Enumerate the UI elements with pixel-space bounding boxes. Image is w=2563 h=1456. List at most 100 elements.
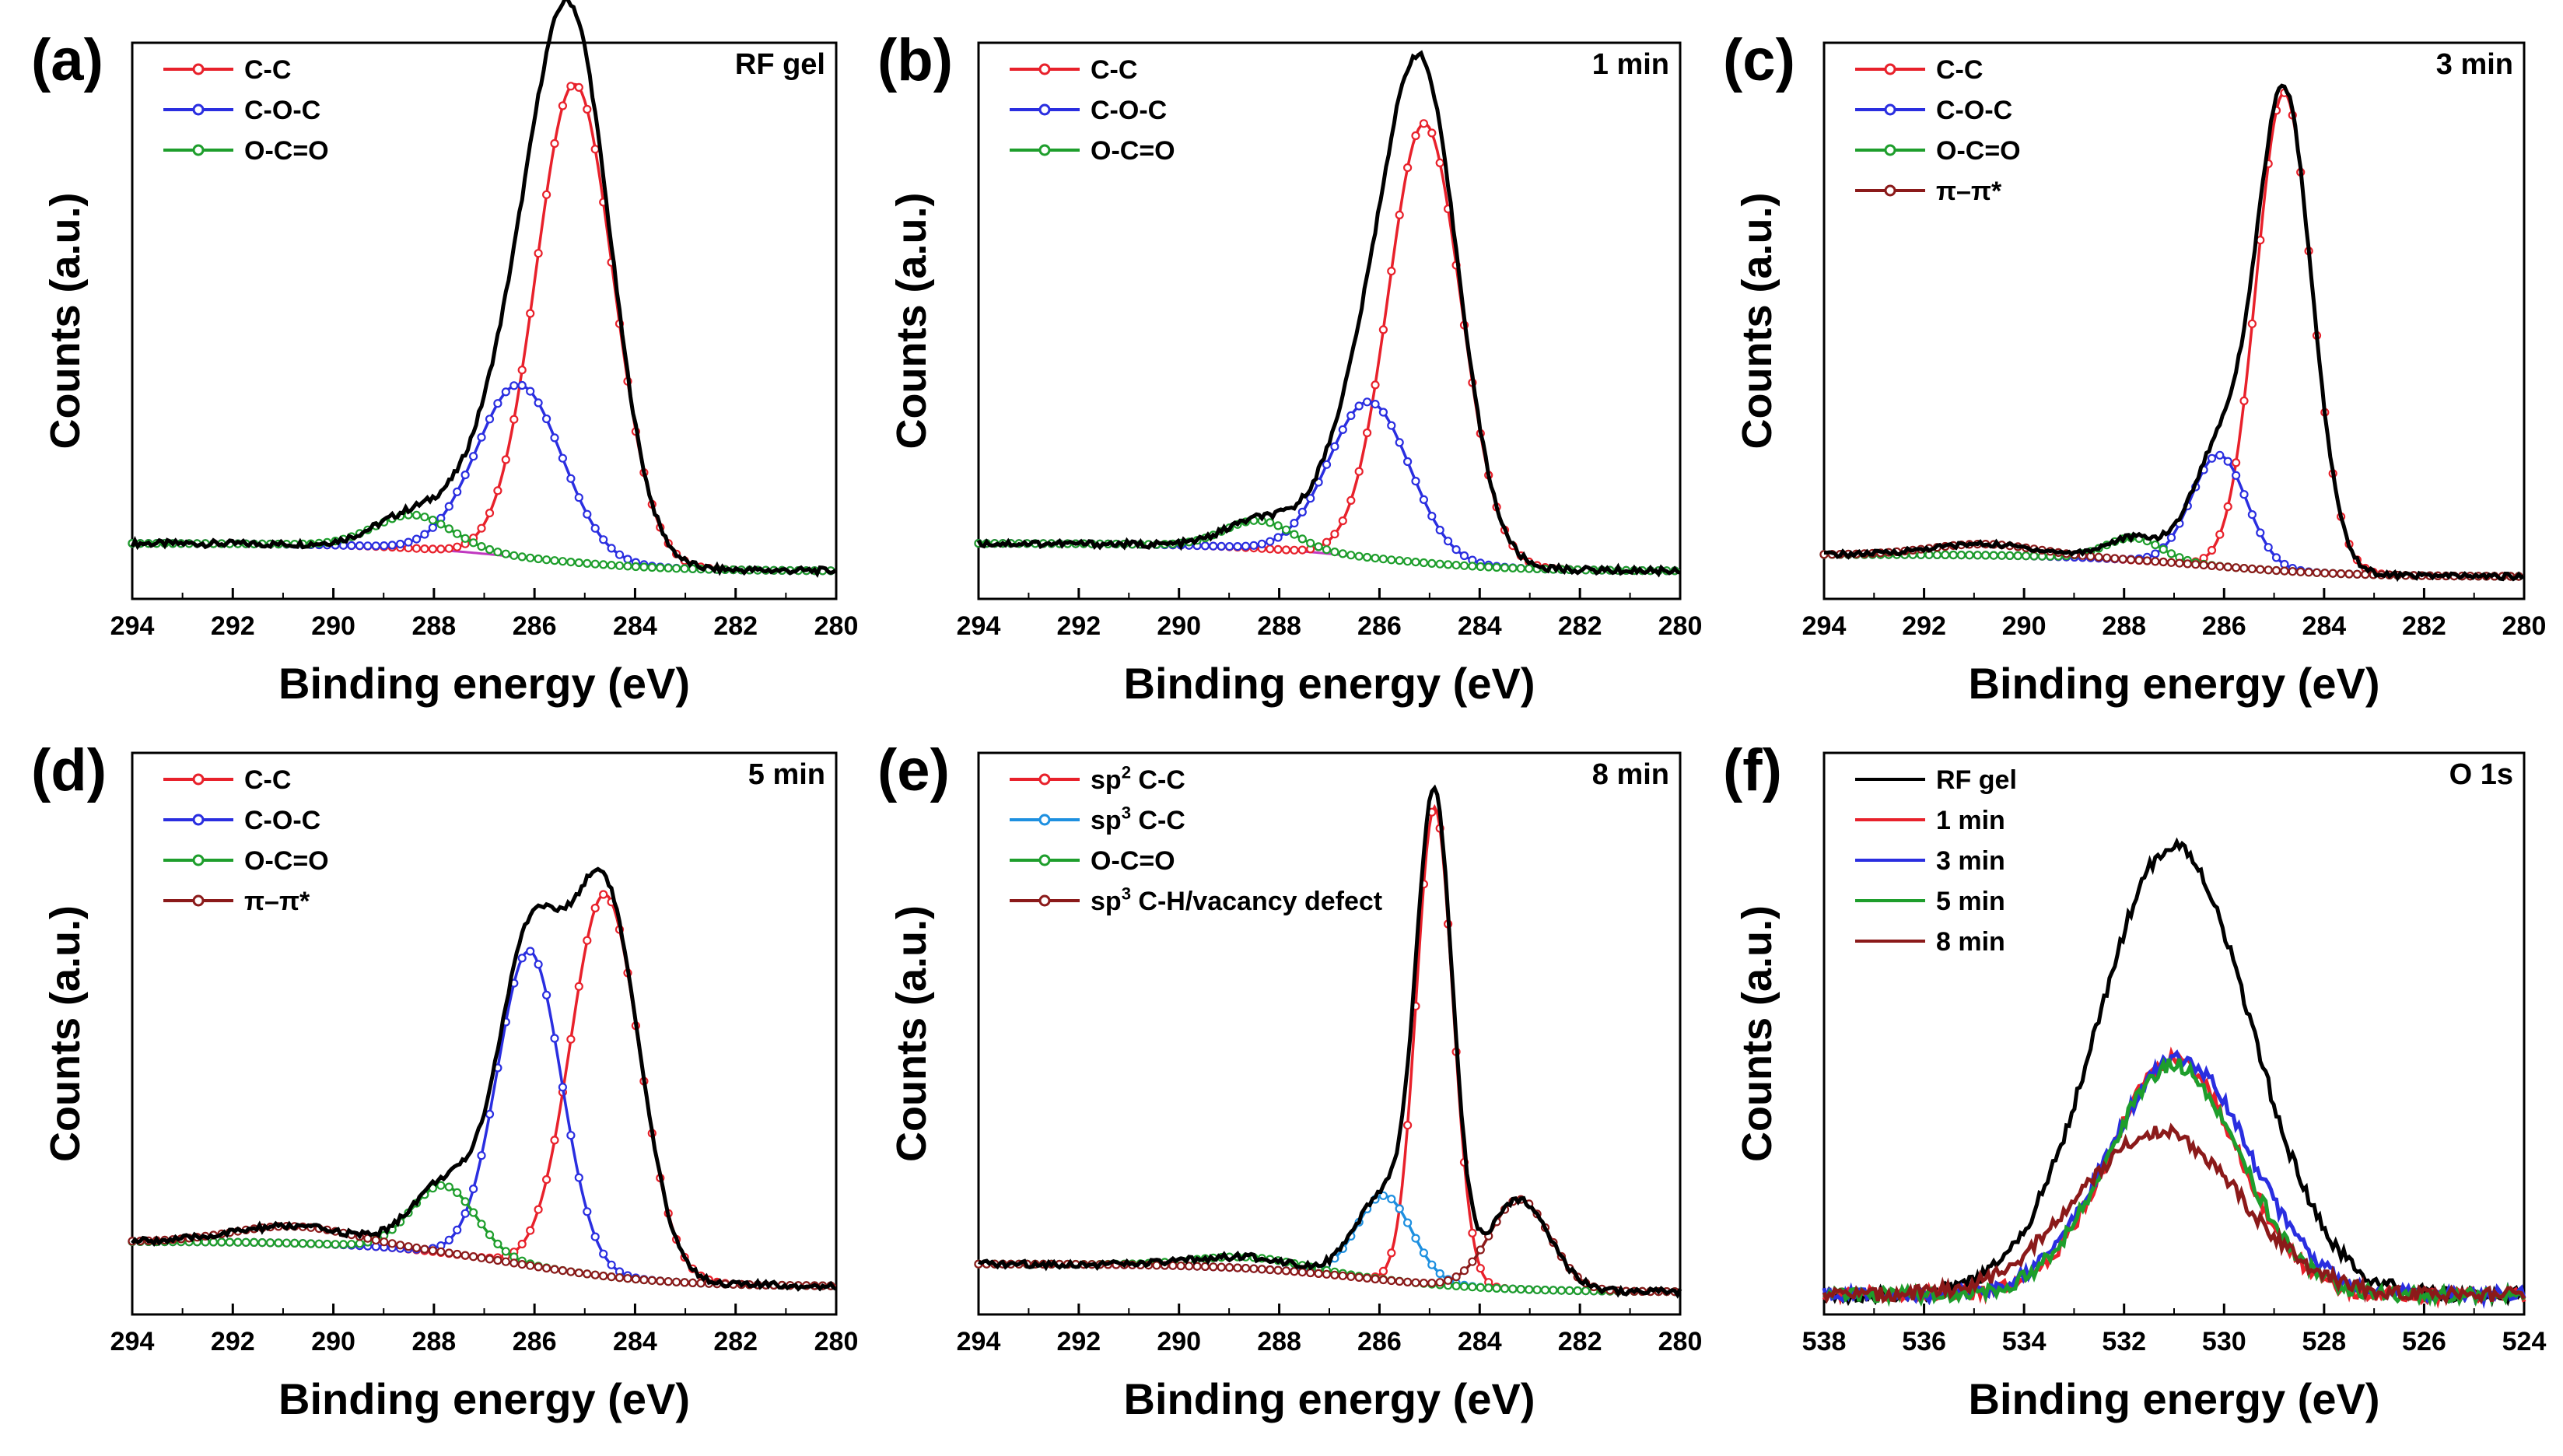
component-3-marker: [1217, 1262, 1226, 1272]
component-1-marker: [1411, 476, 1420, 486]
x-tick-label: 288: [411, 611, 456, 641]
component-2-marker: [477, 541, 486, 551]
component-3-marker: [656, 1276, 665, 1286]
x-tick-label: 290: [1157, 1327, 1201, 1356]
component-3-marker: [2232, 563, 2241, 572]
component-0-marker: [485, 508, 495, 518]
x-tick-label: 288: [1257, 1327, 1301, 1356]
component-2-marker: [1476, 1283, 1485, 1292]
x-tick-label: 282: [1558, 611, 1602, 641]
x-tick-label: 282: [2402, 611, 2446, 641]
component-3-marker: [2256, 565, 2265, 574]
component-2-marker: [1492, 562, 1501, 572]
component-2-marker: [1297, 534, 1307, 544]
component-0-marker: [1290, 545, 1299, 555]
component-1-marker: [1427, 511, 1437, 521]
legend-swatch-marker: [192, 854, 205, 866]
component-1-marker: [1257, 539, 1266, 549]
component-0-marker: [550, 1136, 559, 1145]
component-3-marker: [583, 1269, 592, 1279]
component-1-marker: [2223, 457, 2232, 466]
component-0-marker: [1402, 1121, 1413, 1130]
legend-label: C-O-C: [1936, 96, 2012, 125]
component-3-marker: [468, 1252, 478, 1262]
component-3-marker: [2118, 555, 2127, 564]
component-2-marker: [477, 1220, 486, 1229]
component-3-marker: [1371, 1274, 1380, 1284]
x-tick-label: 530: [2202, 1327, 2246, 1356]
component-2-marker: [1508, 563, 1518, 573]
component-3-marker: [1330, 1270, 1339, 1279]
component-1-marker: [404, 537, 413, 547]
x-tick-label: 288: [2102, 611, 2146, 641]
component-2-marker: [1468, 562, 1477, 571]
component-3-marker: [688, 1278, 698, 1288]
component-2-marker: [1266, 518, 1275, 527]
spectrum-4-line: [1822, 1122, 2526, 1306]
component-2-marker: [599, 560, 608, 569]
component-1-marker: [534, 960, 543, 969]
component-3-marker: [2337, 569, 2346, 579]
component-2-marker: [526, 553, 535, 562]
legend-label: 8 min: [1936, 927, 2005, 957]
component-3-marker: [599, 1271, 608, 1281]
component-3-marker: [420, 1244, 429, 1254]
x-tick-label: 280: [2502, 611, 2547, 641]
component-2-marker: [2005, 551, 2015, 561]
legend-label: O-C=O: [244, 136, 329, 166]
component-3-marker: [2142, 556, 2152, 565]
component-3-marker: [2175, 558, 2184, 568]
component-2-marker: [257, 1237, 267, 1248]
component-0-marker: [534, 249, 543, 258]
component-0-marker: [1387, 1248, 1396, 1258]
legend-label: C-O-C: [244, 806, 320, 835]
component-3-marker: [2207, 561, 2217, 571]
component-1-marker: [590, 1232, 600, 1241]
component-2-marker: [323, 1239, 332, 1249]
component-3-marker: [2288, 567, 2297, 576]
component-1-marker: [1200, 541, 1210, 551]
legend-swatch-marker: [1884, 144, 1896, 156]
component-2-marker: [1997, 551, 2007, 560]
component-2-marker: [639, 562, 649, 572]
component-1-marker: [541, 414, 551, 424]
y-axis-label: Counts (a.u.): [1734, 905, 1780, 1162]
component-2-marker: [583, 558, 592, 569]
component-2-marker: [558, 557, 568, 566]
component-3-marker: [1233, 1263, 1242, 1272]
component-2-marker: [1322, 545, 1332, 555]
component-2-marker: [501, 549, 510, 558]
panel-title: 8 min: [1592, 758, 1669, 791]
x-tick-label: 294: [957, 611, 1001, 641]
component-1-marker: [1290, 518, 1299, 528]
component-0-marker: [526, 309, 535, 318]
component-2-marker: [1932, 550, 1942, 560]
component-3-marker: [1338, 1271, 1347, 1280]
component-0-marker: [436, 544, 446, 554]
component-1-marker: [526, 387, 535, 396]
x-tick-label: 288: [1257, 611, 1301, 641]
legend-swatch-marker: [1884, 103, 1896, 116]
legend-swatch-marker: [192, 103, 205, 116]
component-0-marker: [1354, 467, 1364, 476]
component-2-marker: [460, 534, 470, 543]
legend-label: O-C=O: [1091, 846, 1175, 876]
x-tick-label: 282: [713, 1327, 758, 1356]
component-0-marker: [2207, 545, 2217, 555]
component-3-marker: [444, 1248, 453, 1258]
component-0-marker: [574, 982, 583, 991]
component-0-marker: [1322, 537, 1332, 547]
component-0-marker: [599, 890, 608, 899]
component-1-marker: [550, 1034, 559, 1043]
panel-title: O 1s: [2449, 758, 2513, 791]
x-tick-label: 524: [2502, 1327, 2547, 1356]
component-0-marker: [1468, 1228, 1477, 1238]
component-2-marker: [444, 524, 453, 534]
legend-label: π–π*: [1936, 177, 2002, 206]
component-1-marker: [1435, 525, 1444, 535]
component-0-marker: [2239, 396, 2249, 406]
panel-2: 294 292 290 288 286 284 282 280 Binding energy (…: [1723, 27, 2546, 708]
component-2-marker: [623, 562, 632, 571]
component-3-marker: [2127, 555, 2136, 565]
